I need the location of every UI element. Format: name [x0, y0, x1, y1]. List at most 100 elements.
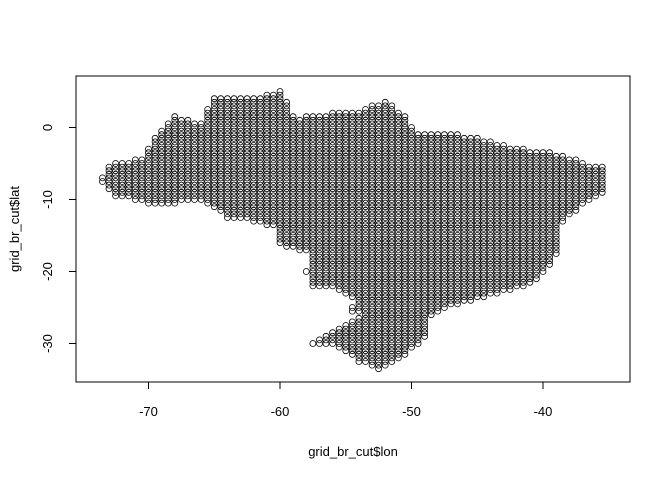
data-point	[230, 167, 238, 175]
data-point	[289, 145, 297, 153]
data-point	[223, 167, 231, 175]
data-point	[480, 282, 488, 290]
data-point	[500, 196, 508, 203]
data-point	[447, 206, 455, 214]
data-point	[480, 203, 488, 211]
data-point	[348, 152, 356, 160]
data-point	[283, 116, 291, 124]
data-point	[217, 95, 225, 103]
data-point	[467, 289, 475, 297]
data-point	[539, 239, 547, 247]
data-point	[335, 167, 343, 175]
data-point	[493, 167, 501, 175]
data-point	[447, 203, 455, 211]
data-point	[335, 210, 343, 218]
data-point	[559, 163, 567, 171]
data-point	[486, 163, 494, 171]
data-point	[230, 206, 238, 214]
data-point	[381, 275, 389, 283]
data-point	[493, 221, 501, 229]
data-point	[421, 325, 429, 333]
data-point	[223, 185, 231, 193]
data-point	[434, 296, 442, 304]
data-point	[552, 228, 560, 236]
data-point	[408, 178, 415, 185]
data-point	[434, 235, 442, 243]
data-point	[269, 206, 277, 214]
data-point	[486, 268, 494, 275]
data-point	[237, 109, 245, 117]
data-point	[289, 228, 297, 236]
data-point	[138, 163, 146, 171]
data-point	[197, 174, 205, 182]
data-point	[513, 210, 521, 218]
data-point	[230, 152, 238, 160]
data-point	[414, 160, 422, 167]
data-point	[440, 260, 448, 268]
data-point	[243, 163, 251, 171]
data-point	[585, 170, 593, 178]
data-point	[158, 152, 166, 160]
data-point	[283, 196, 291, 203]
data-point	[427, 250, 435, 257]
data-point	[177, 124, 185, 131]
data-point	[289, 127, 297, 135]
data-point	[355, 199, 363, 207]
data-point	[348, 264, 356, 272]
data-point	[421, 196, 429, 203]
data-point	[177, 116, 185, 124]
data-point	[434, 278, 442, 286]
data-point	[138, 188, 146, 196]
data-point	[283, 242, 291, 250]
data-point	[401, 296, 409, 304]
data-point	[329, 188, 337, 196]
data-point	[434, 196, 442, 203]
data-point	[210, 145, 218, 153]
data-point	[289, 224, 297, 232]
points-layer	[99, 88, 606, 373]
data-point	[348, 282, 356, 290]
data-point	[217, 203, 225, 211]
data-point	[388, 332, 396, 340]
data-point	[283, 239, 291, 247]
data-point	[145, 149, 152, 157]
data-point	[546, 167, 553, 175]
data-point	[486, 235, 494, 243]
data-point	[362, 167, 369, 175]
data-point	[263, 145, 271, 153]
data-point	[302, 217, 310, 225]
data-point	[592, 174, 599, 182]
data-point	[460, 167, 468, 175]
data-point	[559, 152, 567, 160]
data-point	[191, 142, 198, 149]
data-point	[467, 293, 475, 301]
data-point	[335, 156, 343, 164]
data-point	[506, 264, 514, 272]
data-point	[355, 329, 363, 337]
data-point	[335, 185, 343, 193]
data-point	[276, 116, 284, 124]
data-point	[263, 167, 271, 175]
data-point	[454, 131, 461, 139]
data-point	[421, 296, 429, 304]
data-point	[355, 275, 363, 283]
data-point	[237, 131, 245, 139]
data-point	[427, 178, 435, 185]
data-point	[467, 264, 475, 272]
data-point	[519, 199, 527, 207]
data-point	[329, 174, 337, 182]
data-point	[309, 145, 317, 153]
data-point	[467, 250, 475, 257]
data-point	[394, 188, 402, 196]
data-point	[401, 300, 409, 308]
data-point	[375, 286, 383, 293]
data-point	[250, 170, 258, 178]
data-point	[250, 95, 258, 103]
data-point	[217, 124, 225, 131]
data-point	[375, 116, 383, 124]
data-point	[131, 167, 139, 175]
data-point	[447, 300, 455, 308]
data-point	[408, 124, 415, 131]
data-point	[565, 203, 573, 211]
data-point	[486, 188, 494, 196]
